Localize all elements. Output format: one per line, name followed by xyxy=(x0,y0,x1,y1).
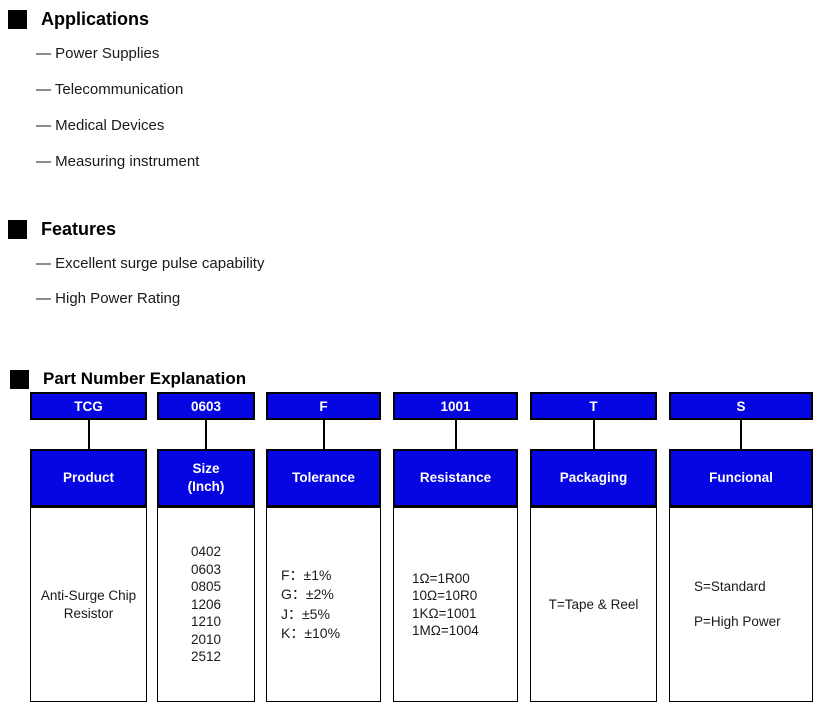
connector-line xyxy=(454,420,457,449)
detail-line: J：±5% xyxy=(281,605,330,622)
category-label: Funcional xyxy=(709,470,773,485)
detail-box: S=Standard P=High Power xyxy=(669,507,813,702)
list-item: — High Power Rating xyxy=(36,290,181,307)
pn-column-product: TCG Product Anti-Surge Chip Resistor xyxy=(30,392,147,702)
code-box: S xyxy=(669,392,813,420)
connector-line xyxy=(592,420,595,449)
pn-column-tolerance: F Tolerance F：±1% G：±2% J：±5% K：±10% xyxy=(266,392,381,702)
bullet-square-icon xyxy=(8,9,27,29)
category-box: Resistance xyxy=(393,449,518,507)
category-box: Product xyxy=(30,449,147,507)
connector-line xyxy=(87,420,90,449)
pn-column-resistance: 1001 Resistance 1Ω=1R00 10Ω=10R0 1KΩ=1001 1… xyxy=(393,392,518,702)
detail-box: 0402 0603 0805 1206 1210 2010 2512 xyxy=(157,507,255,702)
connector-line xyxy=(205,420,207,449)
detail-line: 2010 xyxy=(190,631,222,647)
detail-line: 2512 xyxy=(190,649,222,665)
list-item: — Medical Devices xyxy=(36,117,165,134)
detail-line: 0402 xyxy=(190,544,222,560)
category-box: Tolerance xyxy=(266,449,381,507)
detail-line: 0603 xyxy=(190,561,222,577)
applications-list: — Power Supplies — Telecommunication — Med… xyxy=(36,45,199,189)
detail-line: F：±1% xyxy=(281,566,332,583)
list-item: — Telecommunication xyxy=(36,81,184,98)
code-box: TCG xyxy=(30,392,147,420)
detail-box: Anti-Surge Chip Resistor xyxy=(30,507,147,702)
part-number-header: Part Number Explanation xyxy=(10,368,246,390)
detail-line: Anti-Surge Chip Resistor xyxy=(40,587,137,621)
bullet-square-icon xyxy=(10,369,29,389)
category-box: Funcional xyxy=(669,449,813,507)
features-list: — Excellent surge pulse capability — High… xyxy=(36,255,264,325)
category-label: Packaging xyxy=(559,470,628,485)
detail-box: F：±1% G：±2% J：±5% K：±10% xyxy=(266,507,381,702)
detail-line: 1206 xyxy=(190,596,222,612)
detail-line: 1Ω=1R00 xyxy=(412,570,470,586)
code-box: F xyxy=(266,392,381,420)
category-label-line2: (Inch) xyxy=(187,479,225,494)
applications-header: Applications xyxy=(8,8,149,30)
detail-line: 1KΩ=1001 xyxy=(412,605,477,621)
detail-line: 0805 xyxy=(190,579,222,595)
category-label: Size xyxy=(192,461,220,476)
detail-line: G：±2% xyxy=(281,586,334,602)
detail-box: 1Ω=1R00 10Ω=10R0 1KΩ=1001 1MΩ=1004 xyxy=(393,507,518,702)
detail-line: 1MΩ=1004 xyxy=(412,623,479,638)
category-label: Resistance xyxy=(419,470,492,485)
bullet-square-icon xyxy=(8,219,27,239)
list-item: — Power Supplies xyxy=(36,45,160,62)
features-header: Features xyxy=(8,218,116,240)
pn-column-packaging: T Packaging T=Tape & Reel xyxy=(530,392,657,702)
detail-line: K：±10% xyxy=(281,625,341,641)
detail-box: T=Tape & Reel xyxy=(530,507,657,702)
code-box: T xyxy=(530,392,657,420)
detail-line: T=Tape & Reel xyxy=(548,597,639,612)
pn-column-funcional: S Funcional S=Standard P=High Power xyxy=(669,392,813,702)
code-box: 1001 xyxy=(393,392,518,420)
features-title: Features xyxy=(41,218,117,239)
list-item: — Measuring instrument xyxy=(36,153,200,170)
detail-line: P=High Power xyxy=(694,614,781,629)
detail-line: 10Ω=10R0 xyxy=(412,588,478,603)
code-box: 0603 xyxy=(157,392,255,420)
part-number-title: Part Number Explanation xyxy=(43,369,247,388)
category-label: Tolerance xyxy=(292,470,355,485)
category-box: Size (Inch) xyxy=(157,449,255,507)
connector-line xyxy=(322,420,325,449)
category-box: Packaging xyxy=(530,449,657,507)
list-item: — Excellent surge pulse capability xyxy=(36,255,265,272)
applications-title: Applications xyxy=(41,8,150,29)
pn-column-size: 0603 Size (Inch) 0402 0603 0805 1206 1210 201… xyxy=(157,392,255,702)
connector-line xyxy=(740,420,742,449)
category-label: Product xyxy=(62,470,114,485)
detail-line: 1210 xyxy=(190,614,222,630)
detail-line: S=Standard xyxy=(694,579,766,594)
